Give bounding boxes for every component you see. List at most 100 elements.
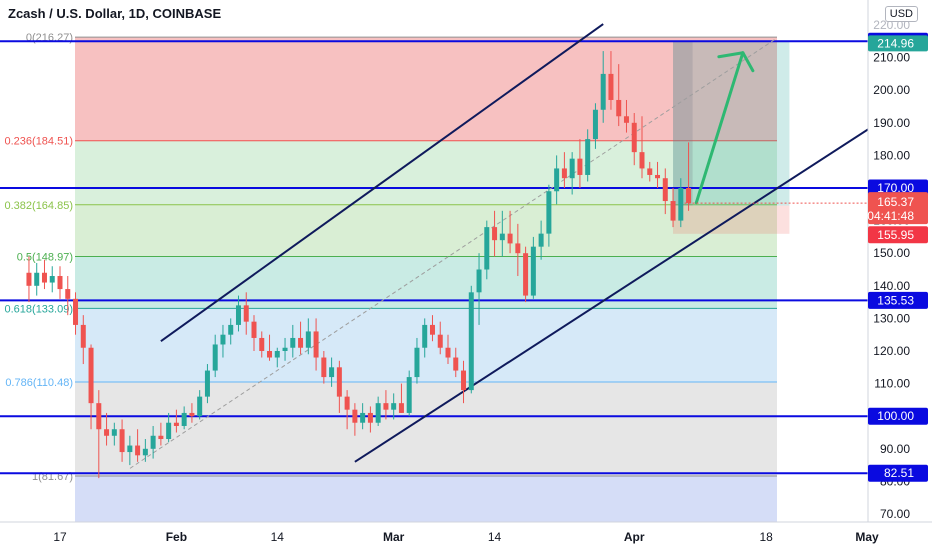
candle-body	[49, 276, 55, 283]
position-stop-zone	[673, 205, 790, 234]
trend-lines	[129, 23, 907, 469]
stop-price-tag: 155.95	[877, 228, 914, 242]
candle-body	[305, 331, 311, 348]
level-price-tag-bg	[868, 464, 928, 482]
candle-body	[639, 152, 645, 169]
fib-retracement-zones: 0(216.27) 0.236(184.51) 0.382(164.85) 0.5(1…	[5, 32, 790, 522]
current-price-tag: 165.37	[877, 195, 914, 209]
price-axis: 70.0080.0090.00100.00110.00120.00130.001…	[684, 0, 932, 522]
candle-body	[142, 448, 148, 456]
candle-body	[127, 445, 133, 453]
candle-body	[577, 158, 583, 175]
fib-level-label: 0.786(110.48)	[5, 377, 73, 389]
candle-body	[623, 116, 629, 123]
candle-body	[189, 412, 195, 417]
level-price-tag: 82.51	[884, 466, 914, 480]
candle-body	[515, 243, 521, 254]
currency-badge[interactable]: USD	[884, 6, 918, 22]
candle-body	[119, 429, 125, 453]
candle-body	[530, 246, 536, 296]
price-tick-label: 180.00	[873, 148, 910, 162]
fib-zone	[75, 475, 777, 522]
candle-body	[546, 191, 552, 234]
candle-body	[96, 403, 102, 430]
candle-body	[57, 276, 63, 290]
candle-body	[554, 168, 560, 192]
time-tick-label: Mar	[383, 530, 405, 544]
level-price-tag: 170.00	[877, 181, 914, 195]
candle-body	[670, 201, 676, 221]
price-tick-label: 200.00	[873, 83, 910, 97]
time-tick-label: Apr	[624, 530, 645, 544]
candle-body	[204, 370, 210, 397]
candle-body	[461, 370, 467, 391]
price-tick-label: 90.00	[880, 442, 910, 456]
fib-zone	[75, 37, 777, 141]
time-tick-label: May	[855, 530, 879, 544]
candle-body	[569, 158, 575, 179]
current-price-tag-bg	[868, 192, 928, 225]
candle-body	[173, 422, 179, 426]
channel-line	[354, 104, 907, 463]
candle-body	[585, 139, 591, 175]
candle-body	[329, 367, 335, 378]
level-price-tag-bg	[868, 407, 928, 425]
candle-body	[181, 412, 187, 426]
candle-body	[592, 109, 598, 140]
candle-body	[212, 344, 218, 371]
candle-body	[336, 367, 342, 397]
time-axis-background	[0, 522, 932, 550]
price-tick-label: 210.00	[873, 51, 910, 65]
level-price-tag-bg	[868, 291, 928, 309]
candle-body	[150, 435, 156, 449]
candle-body	[166, 422, 172, 440]
candle-body	[647, 168, 653, 175]
candle-body	[158, 435, 164, 440]
level-price-tag: 100.00	[877, 409, 914, 423]
candle-body	[290, 337, 296, 348]
price-tick-label: 70.00	[880, 507, 910, 521]
price-tick-label: 120.00	[873, 344, 910, 358]
candle-body	[600, 73, 606, 110]
candle-body	[492, 227, 498, 241]
candle-body	[243, 305, 249, 322]
price-tick-label: 140.00	[873, 279, 910, 293]
candle-body	[468, 292, 474, 391]
candle-body	[344, 396, 350, 410]
candle-body	[41, 272, 47, 283]
candlestick-series	[26, 51, 692, 479]
candle-body	[507, 233, 513, 244]
candle-body	[662, 178, 668, 202]
position-elapsed-zone	[673, 41, 693, 206]
candle-body	[476, 269, 482, 293]
candle-body	[484, 227, 490, 270]
candle-body	[422, 324, 428, 348]
candle-body	[282, 347, 288, 351]
price-tick-label: 150.00	[873, 246, 910, 260]
price-tick-label: 110.00	[874, 377, 910, 391]
fib-level-label: 0.236(184.51)	[5, 136, 74, 148]
fib-zone	[75, 382, 777, 476]
candle-body	[197, 396, 203, 417]
candle-body	[406, 377, 412, 413]
candle-body	[608, 73, 614, 100]
time-tick-label: 18	[759, 530, 773, 544]
candle-body	[321, 357, 327, 378]
fib-zone	[75, 204, 777, 257]
candle-body	[561, 168, 567, 179]
diagonal-guide-line	[129, 37, 778, 469]
candle-body	[429, 324, 435, 335]
candle-body	[445, 347, 451, 358]
candle-body	[274, 351, 280, 358]
time-tick-label: 14	[271, 530, 285, 544]
fib-level-label: 0.5(148.97)	[17, 252, 73, 264]
candle-body	[686, 188, 692, 204]
candle-body	[398, 403, 404, 413]
candle-body	[499, 233, 505, 241]
candle-body	[631, 122, 637, 153]
candle-body	[383, 403, 389, 410]
candle-body	[352, 409, 358, 423]
time-axis: 17 Feb 14 Mar 14 Apr 18 May	[0, 521, 932, 550]
candle-body	[375, 403, 381, 423]
